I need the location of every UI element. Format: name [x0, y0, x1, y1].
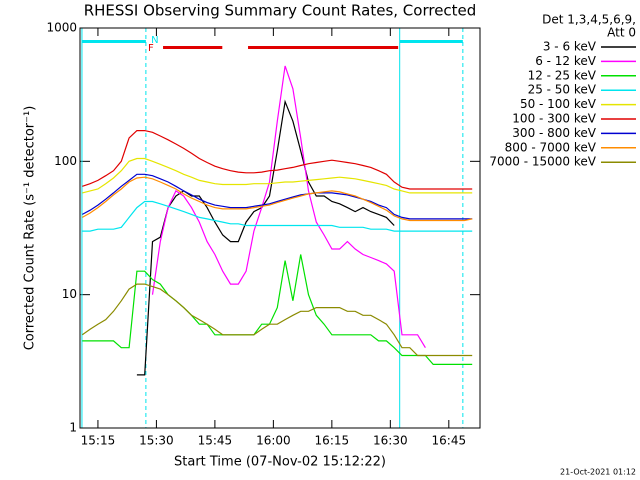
legend-label: 25 - 50 keV — [528, 83, 597, 97]
series-line — [82, 176, 473, 222]
night-bar — [399, 40, 463, 43]
footer: 21-Oct-2021 01:12 — [560, 468, 636, 477]
x-axis-label: Start Time (07-Nov-02 15:12:22) — [174, 455, 386, 470]
series-line — [82, 173, 473, 220]
x-tick-label: 15:45 — [198, 434, 233, 448]
x-tick-label: 16:00 — [256, 434, 291, 448]
series-line — [82, 157, 473, 194]
series-line — [82, 130, 473, 190]
y-tick-label: 1000 — [46, 21, 77, 35]
legend-label: 7000 - 15000 keV — [489, 155, 596, 169]
chart-title: RHESSI Observing Summary Count Rates, Co… — [84, 2, 477, 20]
night-label: N — [151, 35, 158, 46]
legend-label: 3 - 6 keV — [543, 40, 597, 54]
series-line — [136, 99, 395, 376]
y-tick-label: 1 — [69, 421, 77, 435]
flare-label: F — [148, 43, 154, 54]
night-bar — [81, 40, 146, 43]
legend-header: Det 1,3,4,5,6,9, — [542, 13, 636, 27]
legend-label: 12 - 25 keV — [528, 68, 597, 82]
y-axis-label: Corrected Count Rate (s⁻¹ detector⁻¹) — [23, 106, 38, 351]
plot-frame — [79, 27, 481, 429]
legend-label: 800 - 7000 keV — [505, 140, 597, 154]
legend-label: 100 - 300 keV — [512, 112, 596, 126]
series-line — [81, 283, 473, 357]
flare-bar — [163, 46, 223, 49]
legend-label: 6 - 12 keV — [535, 54, 597, 68]
flare-bar — [248, 46, 399, 49]
legend-header: Att 0 — [607, 26, 636, 40]
y-tick-label: 10 — [62, 287, 77, 301]
series-line — [82, 254, 473, 365]
x-tick-label: 16:30 — [373, 434, 408, 448]
legend-label: 50 - 100 keV — [520, 97, 597, 111]
series-line — [151, 65, 426, 349]
x-tick-label: 15:30 — [139, 434, 174, 448]
y-tick-label: 100 — [54, 154, 77, 168]
series-line — [82, 200, 473, 232]
legend-label: 300 - 800 keV — [512, 126, 596, 140]
x-tick-label: 16:15 — [315, 434, 350, 448]
x-tick-label: 16:45 — [432, 434, 467, 448]
x-tick-label: 15:15 — [81, 434, 116, 448]
